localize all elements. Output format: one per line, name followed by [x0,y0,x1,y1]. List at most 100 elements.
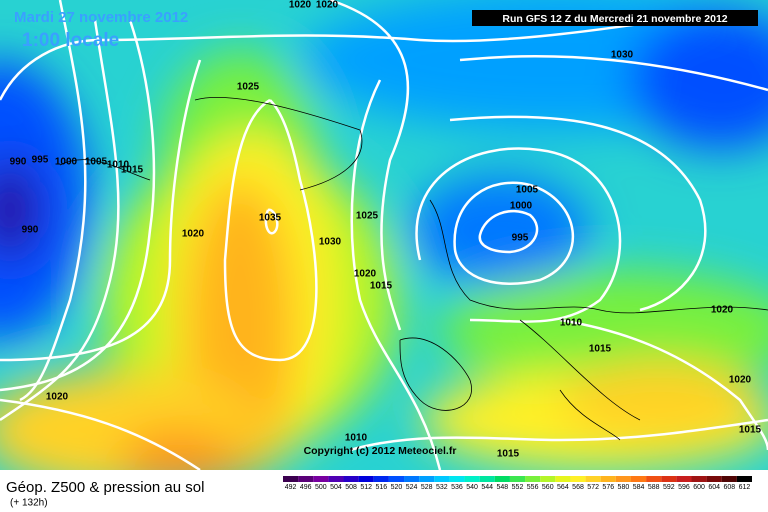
scale-swatch [464,476,480,482]
scale-swatch [434,476,450,482]
scale-swatch [630,476,647,482]
isobar-label: 1020 [354,269,377,280]
isobar-label: 1030 [611,50,634,61]
legend-title: Géop. Z500 & pression au sol [6,479,204,496]
isobar-label: 1015 [121,165,144,176]
isobar-label: 995 [512,233,529,244]
scale-swatch [646,476,662,482]
isobar-label: 1030 [319,237,342,248]
scale-swatch [313,476,329,482]
scale-label: 532 [436,484,448,491]
legend-lead: (+ 132h) [10,498,48,509]
isobar-label: 1025 [237,82,260,93]
isobar-label: 1015 [589,344,612,355]
scale-swatch [525,476,541,482]
scale-swatch [479,476,495,482]
scale-label: 528 [421,484,433,491]
color-scale: 492 496 500 504 508 512 516 520 524 528 532 536 540 5… [283,476,752,491]
copyright: Copyright (c) 2012 Meteociel.fr [304,445,457,457]
isobar-label: 1020 [182,229,205,240]
scale-swatch [585,476,601,482]
scale-label: 576 [602,484,614,491]
scale-label: 556 [527,484,539,491]
scale-swatch [494,476,510,482]
scale-swatch [388,476,405,482]
scale-label: 572 [587,484,599,491]
scale-label: 500 [315,484,327,491]
scale-label: 544 [481,484,493,491]
scale-label: 592 [663,484,675,491]
scale-label: 492 [285,484,297,491]
scale-label: 540 [466,484,478,491]
isobar-label: 990 [22,225,39,236]
isobar-label: 995 [32,155,49,166]
scale-swatch [600,476,616,482]
scale-label: 508 [345,484,357,491]
scale-label: 608 [723,484,735,491]
scale-label: 568 [572,484,584,491]
map-time: 1:00 locale [22,30,119,51]
scale-label: 588 [648,484,660,491]
scale-swatch [540,476,556,482]
scale-swatch [358,476,374,482]
scale-label: 548 [497,484,509,491]
isobar-label: 1005 [516,185,539,196]
scale-label: 564 [557,484,569,491]
scale-swatch [298,476,314,482]
isobar-label: 1000 [510,201,533,212]
isobar-label: 1035 [259,213,282,224]
scale-swatch [570,476,586,482]
scale-swatch [721,476,737,482]
scale-swatch [555,476,571,482]
isobar-label: 990 [10,157,27,168]
scale-swatch [373,476,389,482]
scale-swatch [328,476,344,482]
scale-swatch [449,476,465,482]
scale-label: 604 [708,484,720,491]
scale-swatch [419,476,435,482]
isobar-label: 1015 [370,281,393,292]
scale-label: 524 [406,484,418,491]
scale-label: 596 [678,484,690,491]
isobar-label: 1010 [560,318,583,329]
scale-swatch [404,476,420,482]
isobar-label: 1020 [46,392,69,403]
scale-swatch [615,476,631,482]
scale-swatch [676,476,692,482]
scale-label: 552 [512,484,524,491]
scale-swatch [343,476,359,482]
scale-swatch [736,476,752,482]
scale-label: 612 [739,484,751,491]
isobar-label: 1025 [356,211,379,222]
isobar-label: 1010 [345,433,368,444]
scale-swatch [661,476,677,482]
scale-swatch [509,476,526,482]
isobar-label: 1020 [711,305,734,316]
scale-label: 520 [391,484,403,491]
run-banner [472,10,758,26]
isobar-label: 1020 [289,0,312,11]
scale-label: 504 [330,484,342,491]
scale-label: 512 [360,484,372,491]
isobar-label: 1000 [55,157,78,168]
isobar-label: 1015 [739,425,762,436]
run-info: Run GFS 12 Z du Mercredi 21 novembre 201… [502,13,727,25]
map [0,0,768,490]
scale-swatch [706,476,722,482]
scale-swatch [691,476,707,482]
scale-swatch [283,476,299,482]
scale-label: 580 [618,484,630,491]
isobar-label: 1015 [497,449,520,460]
isobar-label: 1010 [107,160,130,171]
scale-label: 584 [633,484,645,491]
map-date: Mardi 27 novembre 2012 [14,9,188,26]
scale-label: 496 [300,484,312,491]
isobar-label: 1005 [85,157,108,168]
scale-label: 516 [375,484,387,491]
scale-label: 560 [542,484,554,491]
scale-label: 536 [451,484,463,491]
isobar-label: 1020 [316,0,339,11]
isobar-label: 1020 [729,375,752,386]
